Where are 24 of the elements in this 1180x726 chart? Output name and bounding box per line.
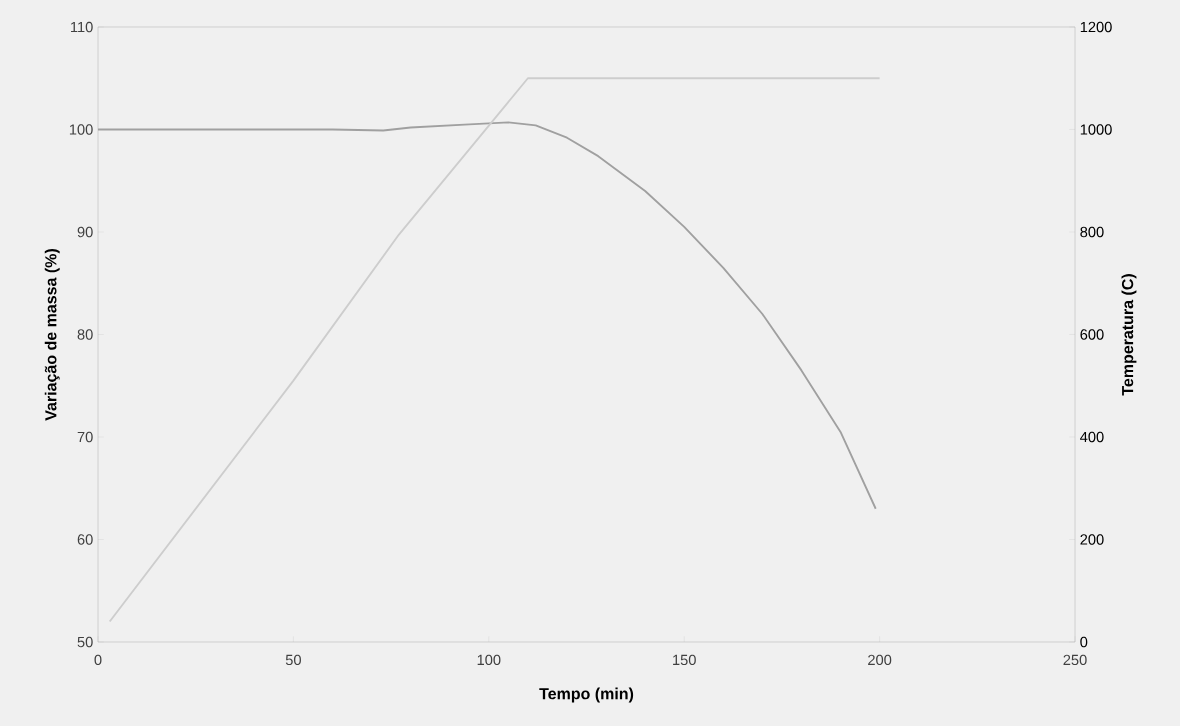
y-tick-label: 90 — [77, 226, 93, 238]
x-tick-label: 150 — [673, 654, 696, 666]
y2-tick-label: 800 — [1080, 226, 1104, 238]
line-series — [108, 77, 881, 623]
y-tick-label: 110 — [71, 21, 93, 33]
y-tick-label: 100 — [69, 124, 93, 135]
y2-tick-label: 0 — [1080, 636, 1088, 648]
x-tick-label: 200 — [868, 654, 892, 666]
x-tick-label: 100 — [477, 654, 501, 666]
y-axis-title: Variação de massa (%) — [44, 249, 60, 421]
x-tick-label: 0 — [94, 654, 102, 666]
y2-tick-label: 1200 — [1080, 21, 1112, 33]
y-tick-label: 80 — [77, 329, 93, 340]
y2-tick-label: 400 — [1080, 431, 1104, 443]
y2-tick-label: 1000 — [1080, 124, 1112, 135]
y-tick-label: 70 — [77, 431, 93, 443]
y-tick-label: 60 — [77, 534, 93, 545]
y2-tick-label: 600 — [1080, 329, 1104, 340]
x-axis-title: Tempo (min) — [539, 687, 634, 703]
y2-tick-label: 200 — [1080, 534, 1104, 545]
x-tick-label: 50 — [285, 654, 301, 666]
x-tick-label: 250 — [1063, 654, 1087, 666]
y2-axis-title: Temperatura (C) — [1121, 274, 1137, 396]
y-tick-label: 50 — [77, 636, 93, 648]
